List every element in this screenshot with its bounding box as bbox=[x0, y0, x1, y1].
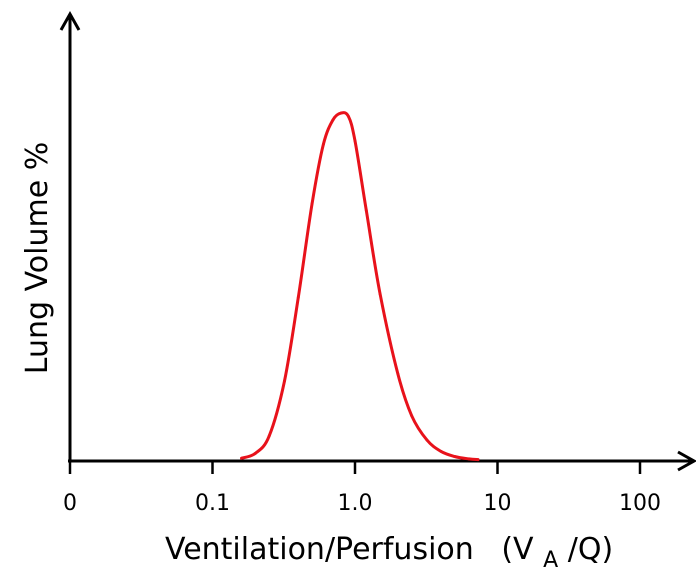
x-axis-label: Ventilation/Perfusion (V A /Q) bbox=[165, 532, 613, 567]
series-point-17 bbox=[453, 455, 457, 458]
x-tick-label-4: 100 bbox=[619, 491, 661, 516]
x-axis-label-symbol-open: (V bbox=[501, 532, 534, 567]
series-point-15 bbox=[425, 438, 429, 442]
series-point-19 bbox=[476, 458, 480, 462]
series-point-18 bbox=[467, 457, 471, 461]
series-line bbox=[240, 111, 480, 462]
y-axis-label: Lung Volume % bbox=[20, 142, 55, 374]
x-tick-label-2: 1.0 bbox=[338, 491, 373, 516]
series-point-4 bbox=[296, 296, 300, 299]
series-point-9 bbox=[347, 115, 350, 118]
series-points bbox=[240, 111, 480, 462]
x-axis-ticks bbox=[68, 461, 642, 474]
series-point-11 bbox=[364, 209, 368, 212]
x-tick-label-1: 0.1 bbox=[195, 491, 230, 516]
x-axis-label-symbol-close: /Q) bbox=[568, 532, 613, 567]
series-point-12 bbox=[378, 292, 382, 296]
series-point-0 bbox=[240, 456, 243, 460]
x-axis-label-text: Ventilation/Perfusion bbox=[165, 532, 474, 567]
series-point-7 bbox=[331, 118, 335, 122]
series-point-13 bbox=[396, 372, 400, 376]
series-point-2 bbox=[267, 434, 271, 438]
y-axis-arrow-icon bbox=[59, 10, 81, 31]
x-axis-tick-labels: 0 0.1 1.0 10 100 bbox=[63, 491, 661, 516]
series-point-1 bbox=[253, 451, 257, 455]
x-axis-label-symbol-subscript: A bbox=[543, 548, 558, 567]
x-axis-arrow-icon bbox=[677, 450, 696, 472]
series-point-3 bbox=[283, 379, 286, 383]
series-point-6 bbox=[321, 142, 325, 146]
series-point-10 bbox=[353, 139, 357, 143]
series-point-14 bbox=[410, 414, 414, 418]
x-tick-label-3: 10 bbox=[484, 491, 512, 516]
series-point-8 bbox=[339, 111, 343, 115]
x-tick-label-0: 0 bbox=[63, 491, 77, 516]
series-point-5 bbox=[310, 202, 314, 205]
series-point-16 bbox=[439, 449, 443, 453]
